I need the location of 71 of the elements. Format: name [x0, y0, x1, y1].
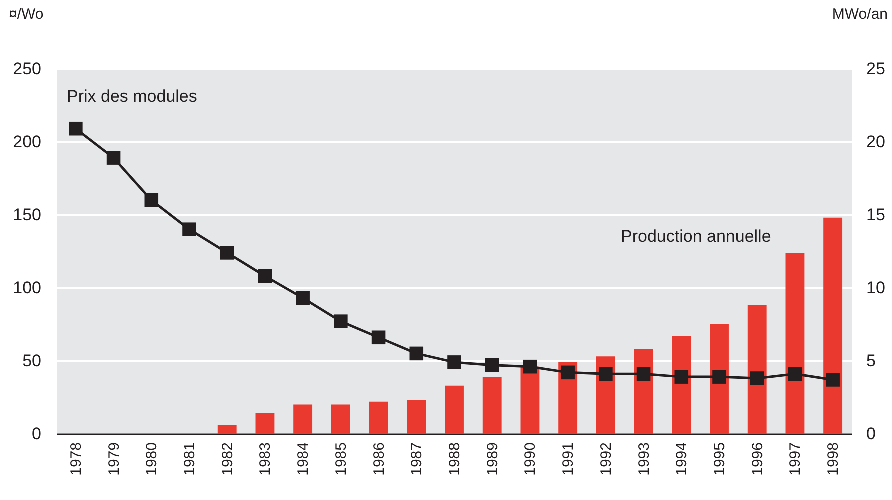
bar	[824, 218, 843, 434]
point	[561, 366, 575, 380]
x-tick-label: 1987	[408, 442, 426, 476]
point	[410, 346, 424, 361]
x-tick-label: 1991	[560, 442, 578, 476]
series-label: Prix des modules	[67, 87, 198, 106]
point	[106, 151, 121, 165]
point	[144, 194, 159, 208]
x-tick-label: 1988	[446, 442, 464, 476]
x-tick-label: 1980	[144, 442, 161, 476]
point	[296, 291, 310, 306]
y-tick-label: 50	[22, 352, 42, 370]
point	[523, 360, 538, 374]
y2-tick-label: 0	[866, 424, 876, 444]
x-tick-label: 1979	[106, 442, 123, 476]
point	[334, 314, 348, 328]
bar	[748, 306, 767, 434]
y2-axis-title: MWo/an	[832, 6, 888, 23]
point	[372, 330, 386, 345]
point	[182, 222, 196, 236]
x-tick-label: 1978	[68, 442, 85, 476]
y-tick-label: 100	[13, 278, 42, 298]
point	[220, 246, 234, 260]
x-tick-label: 1995	[712, 442, 728, 476]
x-tick-label: 1997	[787, 442, 804, 476]
point	[636, 367, 651, 382]
y2-tick-label: 15	[866, 206, 886, 224]
y-tick-label: 200	[13, 132, 42, 152]
bar	[482, 377, 502, 434]
point	[258, 269, 272, 284]
x-tick-label: 1982	[219, 442, 236, 476]
x-tick-label: 1989	[484, 442, 502, 476]
bar	[218, 425, 237, 434]
y-tick-label: 0	[32, 424, 42, 444]
bar	[407, 400, 426, 434]
y-axis-title: ¤/Wo	[9, 6, 44, 23]
series-label: Production annuelle	[621, 227, 772, 246]
x-tick-label: 1984	[295, 442, 312, 476]
bar	[520, 366, 540, 434]
point	[826, 373, 840, 387]
point	[750, 372, 764, 386]
point	[599, 367, 613, 382]
y2-tick-label: 10	[866, 278, 886, 298]
x-tick-label: 1985	[332, 442, 350, 476]
bar	[331, 404, 350, 434]
point	[448, 356, 462, 370]
point	[69, 122, 83, 136]
y-tick-label: 150	[13, 206, 42, 224]
bar	[369, 402, 388, 434]
x-tick-label: 1992	[598, 442, 615, 476]
x-tick-label: 1998	[825, 442, 842, 476]
x-tick-label: 1981	[182, 442, 198, 476]
x-tick-label: 1993	[636, 442, 653, 476]
y-tick-label: 250	[13, 60, 42, 78]
y2-tick-label: 20	[866, 132, 886, 152]
x-tick-label: 1994	[674, 442, 691, 476]
x-tick-label: 1983	[257, 442, 274, 476]
x-tick-label: 1986	[370, 442, 388, 476]
bar	[294, 404, 313, 434]
bar	[786, 252, 805, 434]
point	[485, 358, 500, 372]
x-tick-label: 1990	[522, 442, 540, 476]
bar	[256, 414, 275, 434]
point	[788, 367, 802, 382]
point	[674, 370, 689, 384]
x-tick-label: 1996	[749, 442, 766, 476]
bar	[445, 386, 464, 434]
y2-tick-label: 25	[866, 60, 886, 78]
y2-tick-label: 5	[866, 352, 876, 370]
bar	[710, 324, 729, 434]
point	[712, 370, 726, 384]
